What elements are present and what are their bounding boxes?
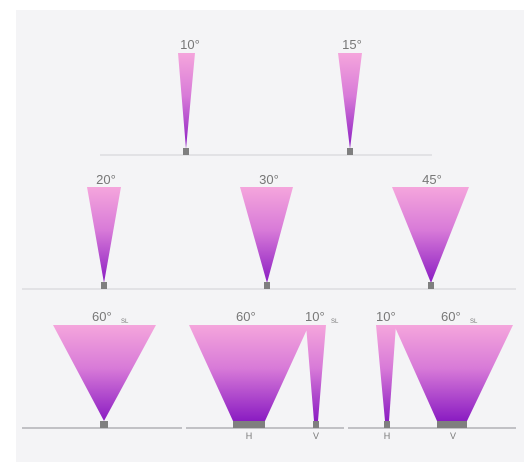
beam-10-degree: 10° xyxy=(178,37,200,155)
beam-cone-10-v xyxy=(306,325,326,421)
fixture-base-h xyxy=(233,421,265,428)
fixture-base xyxy=(100,421,108,428)
beam-45-degree: 45° xyxy=(392,172,469,289)
beam-60-h-10-v-group: 60° 10° SL H V xyxy=(189,309,339,441)
beam-cone-60-h xyxy=(189,325,309,421)
angle-label-60: 60° xyxy=(236,309,256,324)
sl-subscript: SL xyxy=(470,319,478,325)
v-label: V xyxy=(313,431,319,441)
beam-cone xyxy=(240,187,293,283)
angle-label: 45° xyxy=(422,172,442,187)
angle-label-60: 60° xyxy=(441,309,461,324)
angle-label: 15° xyxy=(342,37,362,52)
fixture-base-v xyxy=(437,421,467,428)
angle-label: 60° xyxy=(92,309,112,324)
angle-label-10: 10° xyxy=(376,309,396,324)
sl-subscript: SL xyxy=(121,319,129,325)
beam-10-h-60-v-group: 10° 60° SL H V xyxy=(376,309,513,441)
fixture-base xyxy=(347,148,353,155)
fixture-base xyxy=(264,282,270,289)
fixture-base xyxy=(101,282,107,289)
angle-label-10: 10° xyxy=(305,309,325,324)
v-label: V xyxy=(450,431,456,441)
beam-30-degree: 30° xyxy=(240,172,293,289)
beam-cone xyxy=(338,53,362,149)
beam-60-degree-sl: 60° SL xyxy=(53,309,156,428)
beam-cone-10-h xyxy=(376,325,396,421)
beam-cone xyxy=(87,187,121,283)
beam-cone xyxy=(53,325,156,421)
h-label: H xyxy=(246,431,253,441)
fixture-base xyxy=(428,282,434,289)
angle-label: 30° xyxy=(259,172,279,187)
fixture-base-v xyxy=(313,421,319,428)
fixture-base xyxy=(183,148,189,155)
angle-label: 10° xyxy=(180,37,200,52)
beam-20-degree: 20° xyxy=(87,172,121,289)
beam-cone-60-v xyxy=(394,325,513,421)
beam-cone xyxy=(392,187,469,283)
angle-label: 20° xyxy=(96,172,116,187)
beam-cone xyxy=(178,53,195,149)
h-label: H xyxy=(384,431,391,441)
sl-subscript: SL xyxy=(331,319,339,325)
beam-15-degree: 15° xyxy=(338,37,362,155)
fixture-base-h xyxy=(384,421,390,428)
